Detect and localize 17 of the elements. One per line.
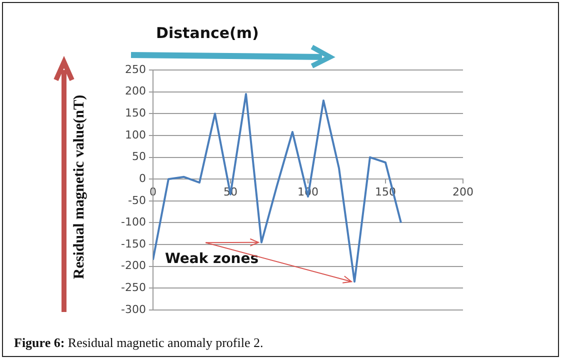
y-tick-label: 150	[124, 106, 146, 120]
annotation: Weak zones	[164, 251, 259, 268]
y-tick-label: 0	[138, 172, 146, 185]
y-tick-label: -200	[120, 259, 146, 272]
caption: Figure 6: Residual magnetic anomaly profile 2.	[14, 335, 264, 351]
x-axis-title: Distance(m)	[156, 24, 259, 42]
y-tick-label: -300	[120, 302, 146, 316]
y-tick-label: -250	[120, 281, 146, 294]
x-tick-label: 200	[452, 186, 474, 199]
y-tick-label: 100	[124, 128, 146, 142]
y-tick-label: -100	[120, 216, 146, 229]
y-tick-label: -50	[128, 194, 146, 207]
y-tick-label: 50	[132, 150, 146, 164]
y-tick-label: -150	[120, 237, 146, 250]
y-tick-label: 200	[124, 84, 146, 98]
y-tick-label: 250	[124, 62, 146, 76]
y-axis-title: Residual magnetic value(nT)	[72, 94, 88, 280]
